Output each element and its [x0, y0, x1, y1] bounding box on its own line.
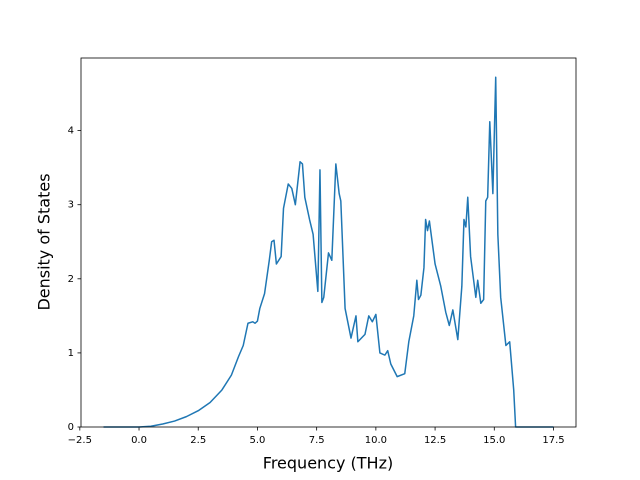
- x-tick-label: 7.5: [309, 435, 325, 446]
- line-series: [103, 76, 554, 428]
- x-tick-label: 17.5: [542, 435, 564, 446]
- x-tick-label: 10.0: [365, 435, 387, 446]
- y-tick-label: 1: [68, 348, 74, 359]
- x-tick-label: 0.0: [131, 435, 147, 446]
- y-tick-label: 3: [68, 200, 74, 211]
- x-tick-label: −2.5: [68, 435, 92, 446]
- y-axis-label: Density of States: [35, 173, 54, 310]
- y-tick-label: 2: [68, 274, 74, 285]
- y-tick-label: 0: [68, 422, 74, 433]
- y-tick-label: 4: [68, 126, 74, 137]
- axes-frame: [80, 57, 577, 428]
- x-tick-label: 15.0: [483, 435, 505, 446]
- x-tick-label: 2.5: [190, 435, 206, 446]
- x-tick-label: 5.0: [249, 435, 265, 446]
- x-axis-label: Frequency (THz): [263, 454, 393, 473]
- x-tick-label: 12.5: [424, 435, 446, 446]
